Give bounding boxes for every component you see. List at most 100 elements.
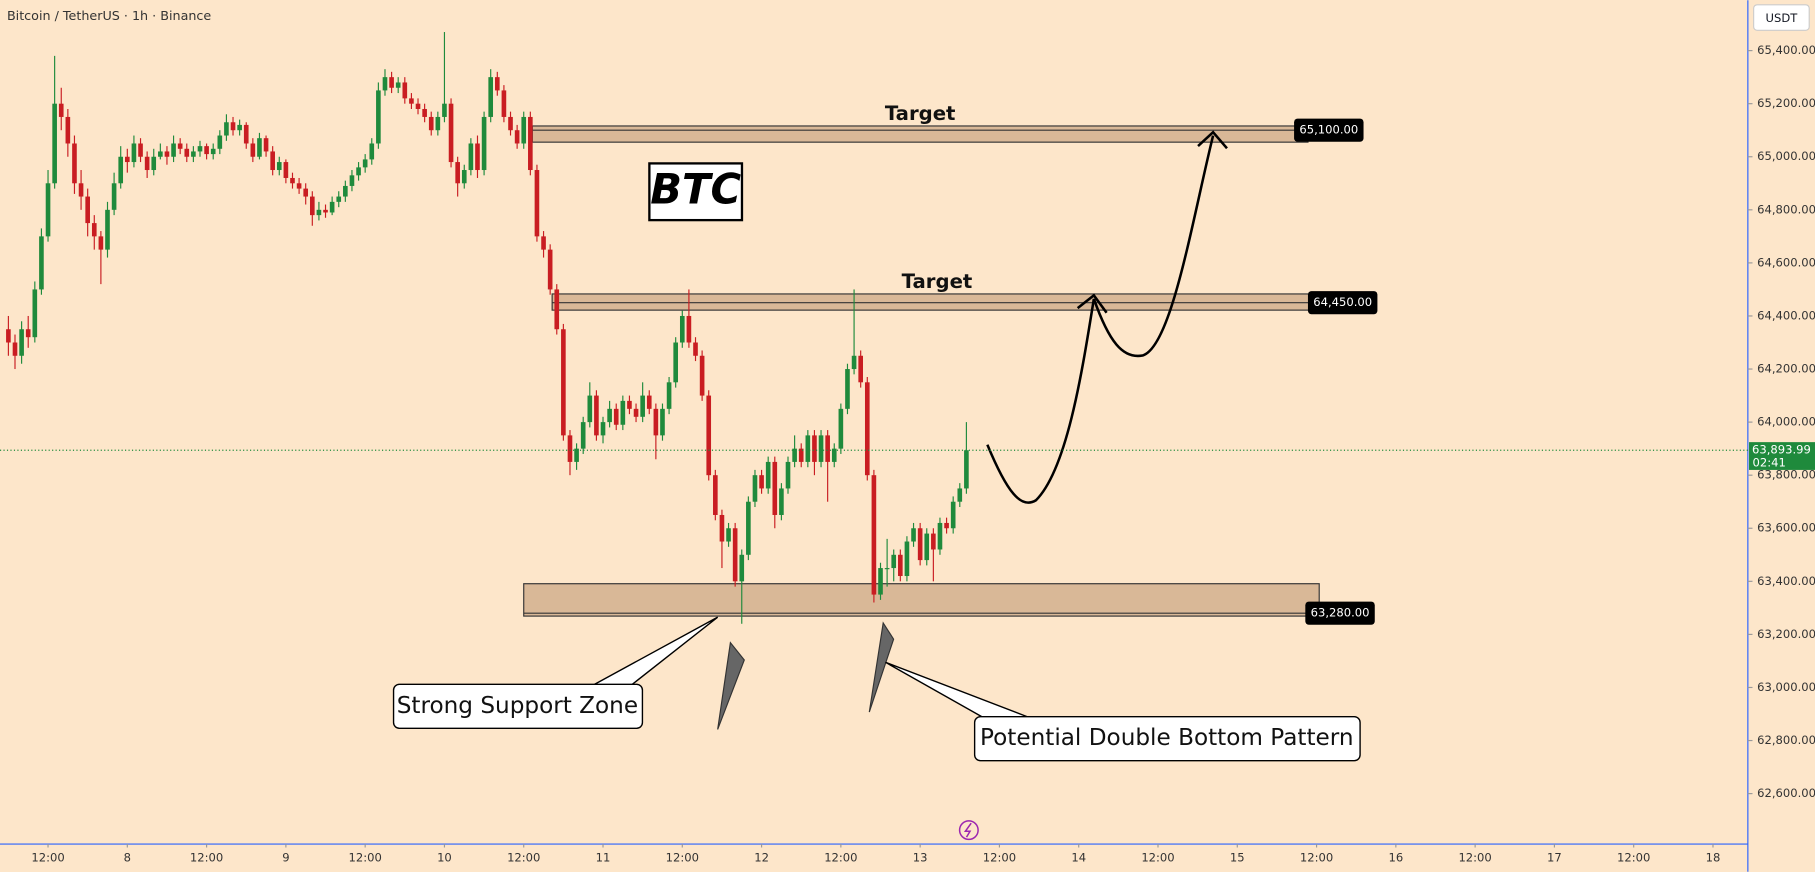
- y-tick-label: 63,000.00: [1757, 680, 1815, 694]
- candle-body: [395, 82, 401, 88]
- y-tick-label: 63,800.00: [1757, 468, 1815, 482]
- candle-body: [376, 90, 381, 144]
- zone-label: Target: [902, 270, 973, 293]
- x-tick-label: 8: [124, 850, 131, 864]
- candle-body: [798, 448, 804, 462]
- last-price-label: 63,893.99: [1752, 443, 1811, 457]
- candle-body: [19, 329, 24, 356]
- candle-body: [640, 395, 645, 417]
- candle-body: [217, 135, 223, 149]
- y-tick-label: 64,000.00: [1757, 415, 1815, 429]
- x-tick-label: 12:00: [1617, 850, 1650, 864]
- candle-body: [409, 98, 414, 104]
- up-arrow: [717, 641, 745, 730]
- callout-text: Potential Double Bottom Pattern: [980, 725, 1354, 751]
- candle-body: [587, 395, 593, 423]
- candle-body: [329, 201, 335, 213]
- candle-body: [6, 329, 11, 343]
- x-tick-label: 17: [1547, 850, 1562, 864]
- candle-body: [633, 408, 639, 417]
- candle-body: [825, 435, 830, 462]
- x-tick-label: 12:00: [349, 850, 382, 864]
- candle-body: [911, 528, 916, 542]
- candle-body: [455, 162, 460, 184]
- candle-body: [237, 124, 242, 131]
- candle-body: [323, 209, 328, 213]
- candle-body: [422, 108, 427, 117]
- y-tick-label: 64,600.00: [1757, 255, 1815, 269]
- candle-body: [475, 143, 480, 171]
- callout-box: [392, 683, 644, 729]
- callout-pointer: [885, 661, 1031, 719]
- event-icon: [963, 822, 972, 838]
- candle-body: [765, 461, 771, 489]
- candle-body: [442, 103, 447, 117]
- price-tag-label: 63,280.00: [1311, 606, 1370, 620]
- candle-body: [65, 116, 71, 144]
- x-tick-label: 12:00: [1458, 850, 1491, 864]
- candle-body: [283, 162, 289, 178]
- candle-body: [191, 151, 196, 157]
- candle-body: [12, 342, 18, 356]
- x-tick-label: 12:00: [190, 850, 223, 864]
- candle-body: [831, 448, 837, 462]
- x-tick-label: 9: [282, 850, 289, 864]
- candle-body: [224, 122, 229, 136]
- y-tick-label: 63,600.00: [1757, 521, 1815, 535]
- candle-body: [508, 116, 513, 131]
- candle-body: [448, 103, 454, 163]
- candle-body: [158, 151, 163, 157]
- drawings: BTC Strong Support Zone Potential Double…: [392, 130, 1361, 841]
- candle-body: [752, 475, 758, 502]
- x-tick-label: 10: [437, 850, 452, 864]
- candle-body: [336, 196, 342, 202]
- candle-body: [699, 355, 705, 396]
- x-tick-label: 18: [1706, 850, 1721, 864]
- candle-body: [561, 329, 566, 436]
- x-tick-label: 12:00: [983, 850, 1016, 864]
- candle-body: [415, 103, 421, 109]
- candle-body: [25, 329, 31, 338]
- candle-body: [514, 130, 520, 144]
- projection-curve: [986, 298, 1096, 504]
- candle-body: [45, 183, 51, 237]
- price-tag: [1305, 601, 1375, 625]
- candle-body: [131, 143, 137, 163]
- x-tick-label: 12:00: [1300, 850, 1333, 864]
- candle-body: [461, 170, 467, 184]
- candle-body: [547, 249, 553, 290]
- candle-body: [607, 408, 612, 423]
- callout-pointer: [590, 616, 719, 688]
- candle-body: [613, 408, 619, 425]
- candle-body: [792, 448, 797, 462]
- candle-body: [950, 501, 956, 529]
- x-tick-label: 12:00: [1141, 850, 1174, 864]
- candle-body: [812, 435, 817, 462]
- y-tick-label: 63,400.00: [1757, 574, 1815, 588]
- candle-body: [660, 408, 665, 436]
- callout-text: Strong Support Zone: [397, 693, 638, 719]
- candle-body: [210, 148, 216, 155]
- candle-body: [356, 167, 361, 176]
- x-tick-label: 12:00: [666, 850, 699, 864]
- candle-body: [739, 554, 745, 582]
- zone: [551, 293, 1323, 311]
- candle-body: [118, 156, 124, 184]
- candle-body: [58, 103, 64, 117]
- x-tick-label: 12:00: [31, 850, 64, 864]
- symbol-box: [648, 162, 744, 222]
- price-tag-label: 64,450.00: [1313, 295, 1372, 309]
- candle-body: [838, 408, 844, 449]
- candle-body: [686, 315, 692, 343]
- candle-body: [931, 533, 936, 550]
- candle-body: [845, 369, 850, 409]
- candle-body: [309, 196, 315, 216]
- candle-body: [891, 554, 897, 569]
- symbol-label: BTC: [650, 164, 741, 213]
- candle-body: [303, 188, 309, 197]
- candle-body: [534, 170, 540, 237]
- x-tick-label: 12:00: [824, 850, 857, 864]
- candle-body: [402, 82, 408, 99]
- candle-body: [204, 146, 209, 155]
